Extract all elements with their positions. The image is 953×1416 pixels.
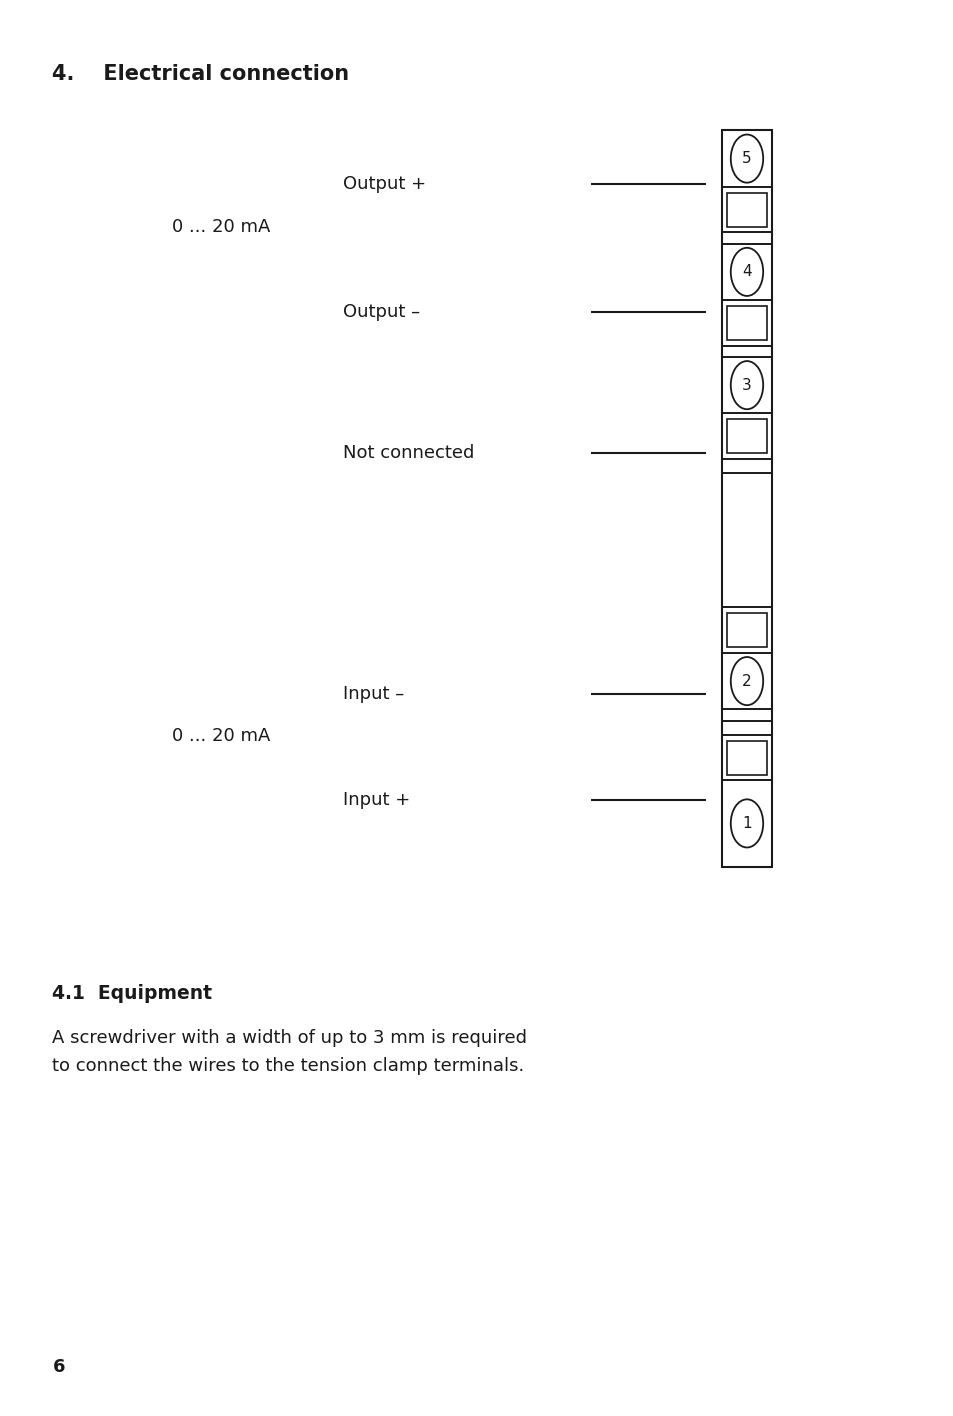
- Text: 2: 2: [741, 674, 751, 688]
- Text: 4.    Electrical connection: 4. Electrical connection: [52, 64, 349, 84]
- Text: Output +: Output +: [343, 176, 426, 193]
- Bar: [726, 306, 766, 340]
- Bar: [726, 741, 766, 775]
- Bar: [726, 193, 766, 227]
- Bar: [726, 613, 766, 647]
- Text: 0 ... 20 mA: 0 ... 20 mA: [172, 728, 270, 745]
- Text: Output –: Output –: [343, 303, 420, 320]
- Bar: [721, 130, 771, 867]
- Text: 4.1  Equipment: 4.1 Equipment: [52, 984, 213, 1003]
- Bar: [726, 419, 766, 453]
- Text: 4: 4: [741, 265, 751, 279]
- Text: Input –: Input –: [343, 685, 404, 702]
- Text: 1: 1: [741, 816, 751, 831]
- Text: 3: 3: [741, 378, 751, 392]
- Text: Not connected: Not connected: [343, 445, 475, 462]
- Text: A screwdriver with a width of up to 3 mm is required
to connect the wires to the: A screwdriver with a width of up to 3 mm…: [52, 1029, 527, 1075]
- Text: 6: 6: [52, 1358, 65, 1376]
- Text: 5: 5: [741, 152, 751, 166]
- Text: Input +: Input +: [343, 792, 410, 809]
- Text: 0 ... 20 mA: 0 ... 20 mA: [172, 218, 270, 235]
